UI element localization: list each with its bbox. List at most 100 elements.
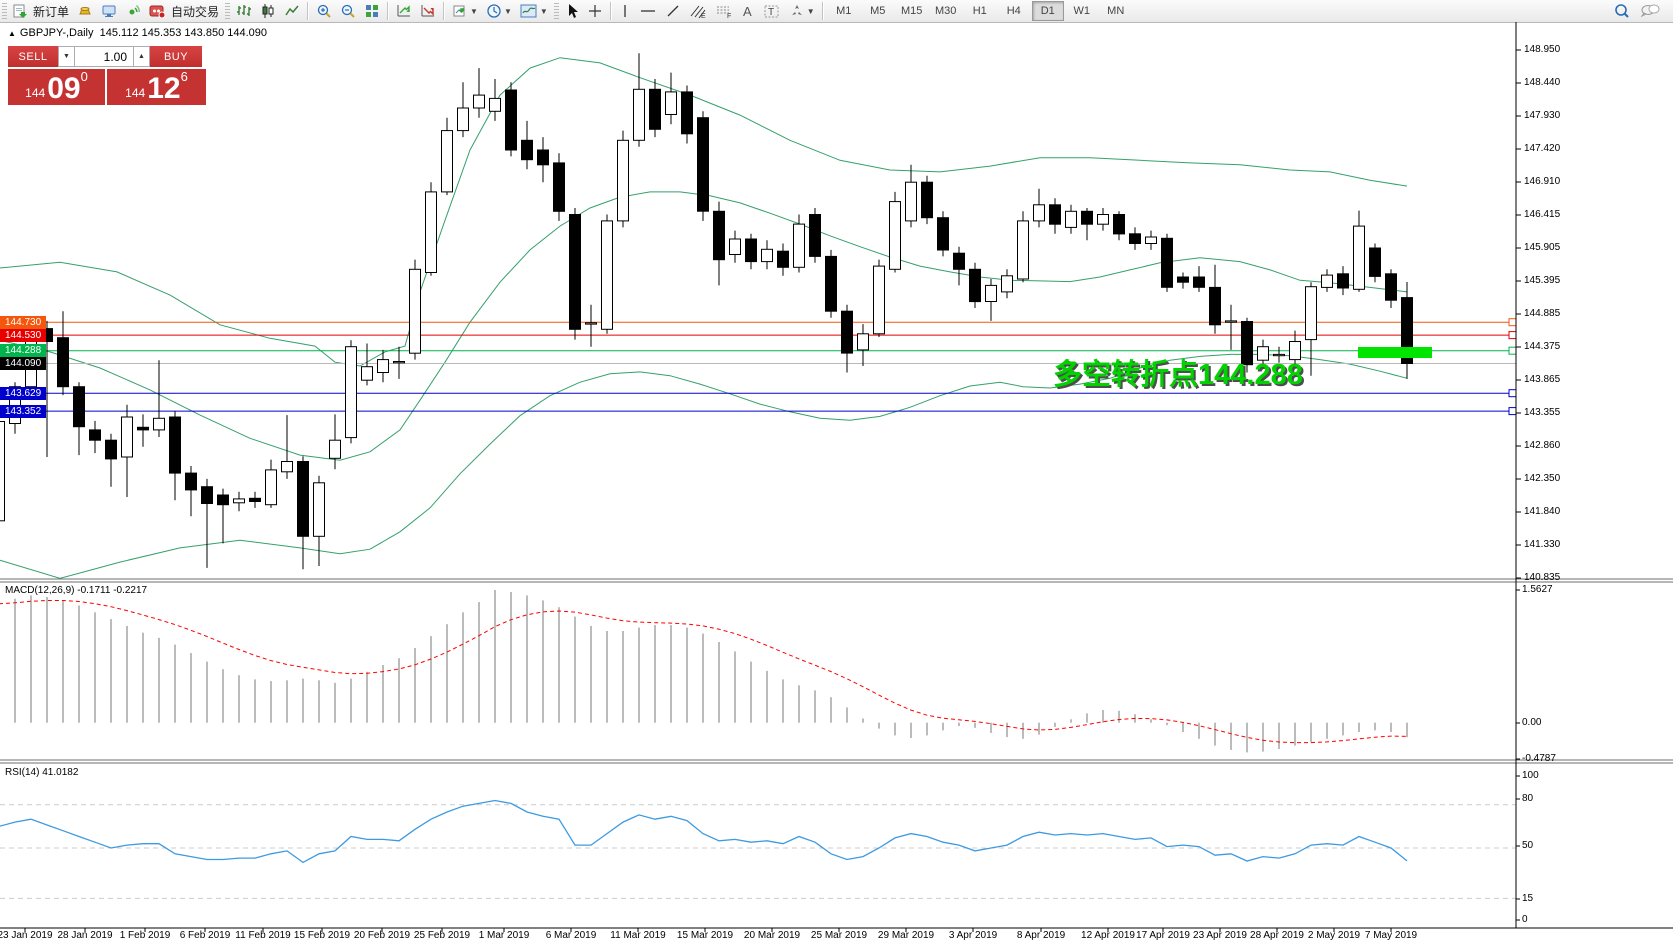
candle-body — [345, 346, 357, 439]
bollinger-lower-band[interactable] — [0, 353, 1408, 579]
candle-body — [1353, 225, 1365, 290]
new-order-button[interactable]: 新订单 — [9, 1, 73, 21]
volume-decrease-button[interactable]: ▼ — [58, 46, 75, 67]
profile-up-icon — [420, 3, 436, 19]
toolbar-drag-handle[interactable] — [553, 3, 559, 19]
date-axis-label: 1 Feb 2019 — [119, 930, 171, 941]
tile-windows-button[interactable] — [360, 1, 384, 21]
trendline-button[interactable] — [661, 1, 685, 21]
candle-body — [185, 472, 197, 491]
hline-handle[interactable] — [1508, 407, 1517, 416]
timeframe-button-mn[interactable]: MN — [1107, 5, 1125, 17]
profile-down-button[interactable] — [392, 1, 416, 21]
new-chart-button[interactable]: ▼ — [448, 1, 482, 21]
rsi-axis-label: 100 — [1522, 770, 1539, 781]
candle-body — [585, 322, 597, 325]
search-button[interactable] — [1609, 1, 1635, 21]
toolbar-separator — [443, 2, 446, 20]
zoom-in-icon — [316, 3, 332, 19]
candle-body — [217, 494, 229, 506]
hline-handle[interactable] — [1508, 318, 1517, 327]
price-axis-label: 143.865 — [1524, 374, 1561, 385]
candle-body — [1401, 297, 1413, 365]
timeframe-button-w1[interactable]: W1 — [1073, 5, 1090, 17]
candle-body — [1337, 273, 1349, 289]
period-button[interactable]: ▼ — [482, 1, 516, 21]
candle-body — [985, 284, 997, 302]
timeframe-button-d1[interactable]: D1 — [1031, 1, 1064, 21]
svg-text:A: A — [743, 4, 752, 19]
horizontal-line-button[interactable] — [635, 1, 661, 21]
chart-settings-icon — [520, 3, 538, 19]
chat-icon — [1639, 2, 1661, 20]
gold-button[interactable] — [73, 1, 97, 21]
autotrade-button[interactable]: 自动交易 — [145, 1, 223, 21]
shapes-button[interactable]: ▼ — [785, 1, 819, 21]
timeframe-button-m30[interactable]: M30 — [935, 5, 957, 17]
timeframe-button-m5[interactable]: M5 — [870, 5, 886, 17]
signal-button[interactable] — [121, 1, 145, 21]
chart-annotation-text[interactable]: 多空转折点144.288 — [1053, 359, 1303, 391]
buy-price[interactable]: 144 12 6 — [107, 69, 206, 105]
price-axis-label: 143.355 — [1524, 407, 1561, 418]
bar-chart-button[interactable] — [232, 1, 256, 21]
candle-chart-button[interactable] — [256, 1, 280, 21]
bollinger-middle-band[interactable] — [0, 191, 1408, 461]
toolbar-drag-handle[interactable] — [225, 3, 231, 19]
crosshair-button[interactable] — [583, 1, 607, 21]
zoom-in-button[interactable] — [312, 1, 336, 21]
template-button[interactable]: ▼ — [516, 1, 552, 21]
sell-price[interactable]: 144 09 0 — [8, 69, 105, 105]
line-chart-button[interactable] — [280, 1, 304, 21]
zoom-out-button[interactable] — [336, 1, 360, 21]
price-axis-label: 148.440 — [1524, 77, 1561, 88]
macd-axis-label: 0.00 — [1522, 717, 1542, 728]
toolbar-drag-handle[interactable] — [2, 3, 7, 19]
svg-text:T: T — [768, 7, 774, 18]
label-button[interactable]: T — [759, 1, 785, 21]
hline-handle[interactable] — [1508, 331, 1517, 340]
date-axis-label: 15 Feb 2019 — [293, 930, 351, 941]
candle-body — [361, 366, 373, 381]
candle-body — [761, 248, 773, 263]
text-button[interactable]: A — [737, 1, 759, 21]
line-chart-icon — [284, 3, 300, 19]
profile-up-button[interactable] — [416, 1, 440, 21]
sell-button[interactable]: SELL — [8, 46, 58, 67]
shapes-icon — [789, 3, 805, 19]
timeframe-button-m15[interactable]: M15 — [901, 5, 923, 17]
timeframe-button-m1[interactable]: M1 — [836, 5, 852, 17]
timeframe-button-h1[interactable]: H1 — [972, 5, 987, 17]
toolbar-separator — [387, 2, 390, 20]
rsi-header: RSI(14) 41.0182 — [5, 767, 79, 778]
publisher-icon — [101, 3, 117, 19]
publisher-button[interactable] — [97, 1, 121, 21]
cursor-button[interactable] — [561, 1, 583, 21]
highlight-bar[interactable] — [1358, 347, 1432, 358]
equidistant-channel-button[interactable]: E — [685, 1, 711, 21]
macd-axis-label: -0.4787 — [1522, 753, 1556, 764]
price-axis-label: 142.350 — [1524, 473, 1561, 484]
bollinger-upper-band[interactable] — [0, 57, 1408, 367]
vertical-line-button[interactable] — [615, 1, 635, 21]
fibo-retracement-button[interactable]: F — [711, 1, 737, 21]
price-axis-label: 141.330 — [1524, 539, 1561, 550]
date-axis-label: 8 Apr 2019 — [1016, 930, 1066, 941]
candle-body — [473, 94, 485, 109]
buy-button[interactable]: BUY — [150, 46, 202, 67]
candle-body — [537, 149, 549, 166]
rsi-line — [0, 799, 1408, 864]
volume-increase-button[interactable]: ▲ — [133, 46, 150, 67]
caret-down-icon: ▼ — [63, 53, 70, 60]
hline-handle[interactable] — [1508, 346, 1517, 355]
toolbar-separator — [307, 2, 310, 20]
new-order-label: 新订单 — [33, 4, 70, 19]
timeframe-button-h4[interactable]: H4 — [1006, 5, 1021, 17]
hline-handle[interactable] — [1508, 389, 1517, 398]
chat-button[interactable] — [1635, 1, 1665, 21]
date-axis-label: 25 Feb 2019 — [413, 930, 471, 941]
candle-body — [137, 426, 149, 431]
chart-canvas[interactable] — [0, 22, 1673, 945]
volume-input[interactable]: 1.00 — [75, 46, 133, 67]
date-axis-label: 1 Mar 2019 — [478, 930, 530, 941]
